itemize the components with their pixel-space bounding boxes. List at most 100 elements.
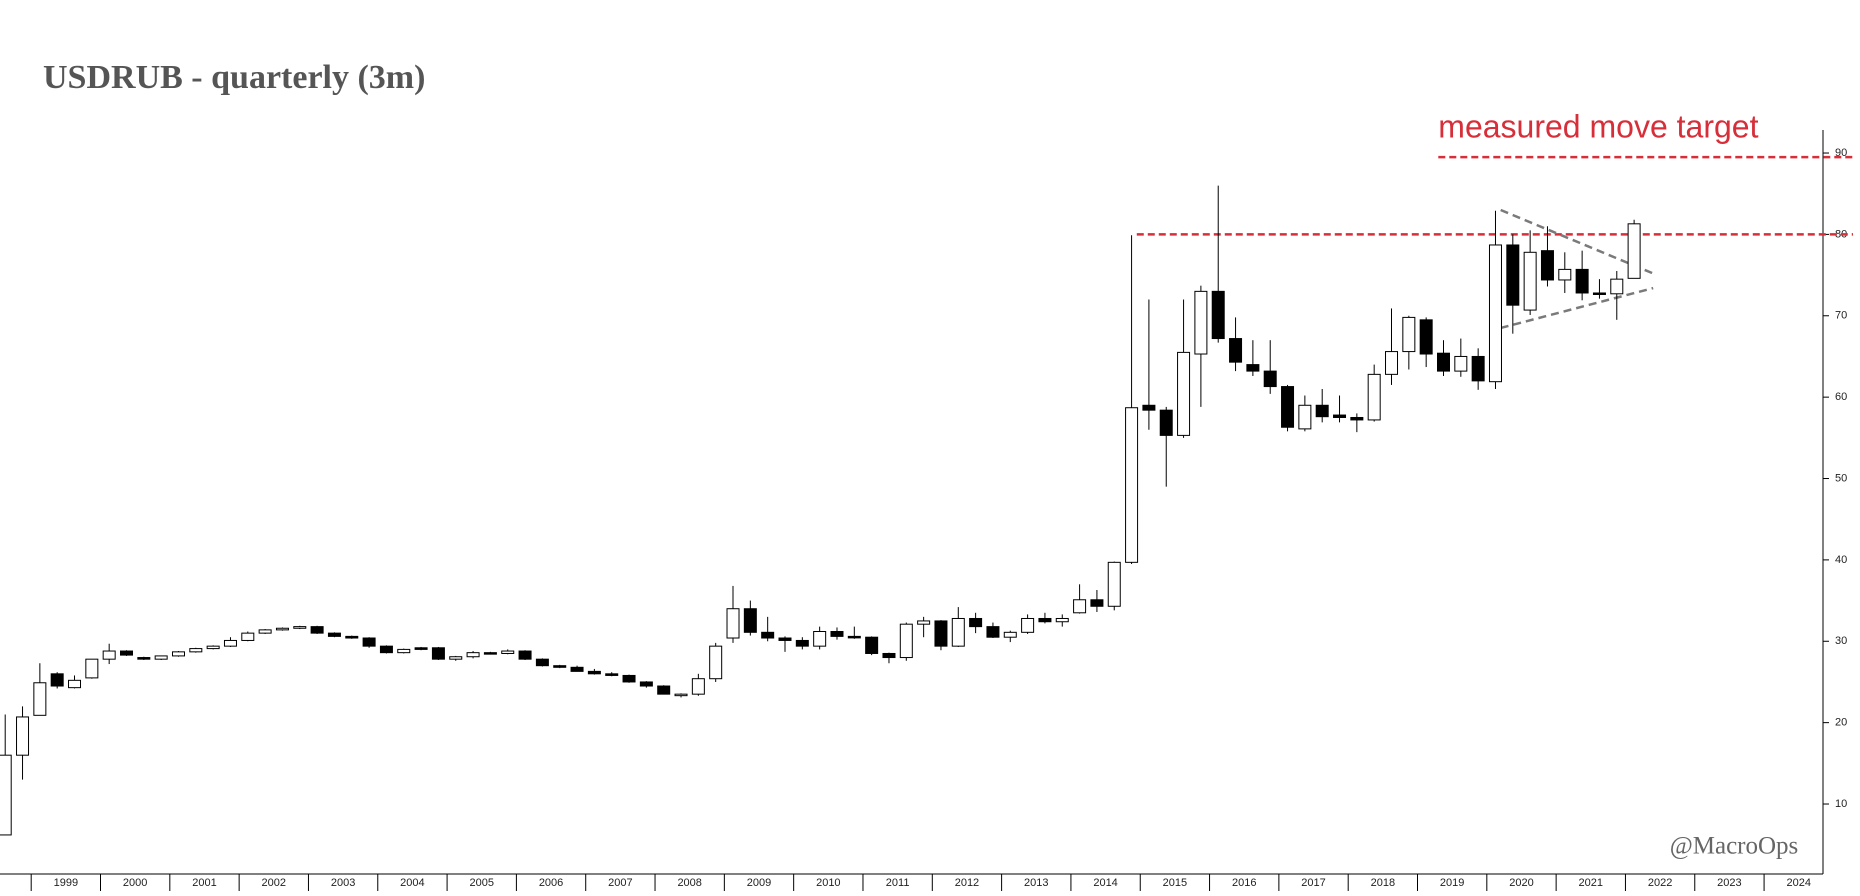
candle-body: [327, 632, 341, 637]
x-tick-label: 2002: [262, 877, 286, 889]
x-tick-label: 2024: [1786, 877, 1810, 889]
candle-body: [553, 665, 567, 668]
candle-body: [969, 617, 983, 628]
candle-body: [986, 626, 1000, 638]
candle-body: [16, 716, 30, 756]
candle-body: [50, 673, 64, 687]
trend-line: [1500, 286, 1654, 330]
x-tick-label: 2012: [955, 877, 979, 889]
x-tick-label: 2017: [1301, 877, 1325, 889]
candle-body: [68, 679, 82, 689]
candle-body: [743, 608, 757, 633]
candle-body: [1558, 268, 1572, 281]
y-tick-label: 70: [1835, 310, 1847, 322]
candle-body: [535, 658, 549, 667]
candle-body: [1506, 244, 1520, 306]
candle-body: [847, 635, 861, 639]
candle-body: [1246, 364, 1260, 372]
candle-body: [1281, 386, 1295, 428]
candle-body: [1627, 223, 1641, 279]
candle-body: [1038, 617, 1052, 623]
candle-body: [830, 631, 844, 637]
x-tick-label: 2003: [331, 877, 355, 889]
candle-body: [1229, 338, 1243, 363]
x-tick-label: 2007: [608, 877, 632, 889]
candle-body: [1350, 416, 1364, 421]
candle-body: [1333, 414, 1347, 418]
candle-body: [917, 620, 931, 625]
x-tick-label: 2011: [886, 877, 910, 889]
candle-body: [1003, 631, 1017, 638]
candle-body: [899, 623, 913, 659]
candle-body: [501, 650, 515, 654]
candle-body: [414, 647, 428, 650]
candle-body: [1142, 404, 1156, 411]
candle-body: [1367, 373, 1381, 421]
candle-body: [795, 639, 809, 647]
candle-body: [951, 617, 965, 647]
candle-body: [85, 658, 99, 679]
candle-body: [1575, 268, 1589, 294]
x-tick-label: 2014: [1093, 877, 1117, 889]
candle-body: [605, 673, 619, 676]
candle-body: [709, 645, 723, 680]
x-tick-label: 2023: [1717, 877, 1741, 889]
x-tick-label: 2005: [470, 877, 494, 889]
candle-body: [691, 678, 705, 695]
x-tick-label: 2013: [1024, 877, 1048, 889]
candle-body: [102, 650, 116, 660]
x-tick-label: 2004: [400, 877, 424, 889]
x-tick-label: 2008: [677, 877, 701, 889]
y-tick-label: 60: [1835, 391, 1847, 403]
candle-body: [449, 656, 463, 660]
candle-body: [1488, 244, 1502, 383]
x-tick-label: 2015: [1163, 877, 1187, 889]
watermark: @MacroOps: [1670, 833, 1799, 860]
candle-body: [1436, 352, 1450, 372]
candle-body: [397, 648, 411, 654]
candle-body: [1298, 404, 1312, 430]
candle-body: [778, 637, 792, 641]
candle-body: [587, 670, 601, 675]
y-tick-label: 30: [1835, 635, 1847, 647]
x-tick-label: 2010: [816, 877, 840, 889]
candle-body: [154, 655, 168, 660]
candle-body: [293, 626, 307, 629]
candle-body: [1090, 599, 1104, 607]
candle-body: [1419, 319, 1433, 355]
y-tick-label: 10: [1835, 798, 1847, 810]
y-tick-label: 40: [1835, 554, 1847, 566]
y-tick-label: 50: [1835, 472, 1847, 484]
candle-body: [1385, 351, 1399, 375]
candle-body: [171, 651, 185, 657]
candle-body: [466, 652, 480, 658]
x-tick-label: 2021: [1579, 877, 1603, 889]
candle-body: [1194, 290, 1208, 355]
candle-body: [865, 636, 879, 654]
candle-body: [223, 639, 237, 647]
x-tick-label: 2018: [1371, 877, 1395, 889]
reference-label: measured move target: [1438, 109, 1758, 145]
candle-body: [0, 754, 12, 836]
candle-body: [1540, 250, 1554, 281]
candle-body: [1073, 599, 1087, 614]
candle-body: [882, 652, 896, 659]
candle-body: [275, 627, 289, 631]
candle-body: [241, 632, 255, 641]
candle-body: [137, 657, 151, 660]
candle-body: [1021, 617, 1035, 633]
candle-body: [33, 682, 47, 716]
candle-body: [518, 650, 532, 660]
x-tick-label: 1999: [54, 877, 78, 889]
candle-body: [761, 631, 775, 639]
candle-body: [1454, 355, 1468, 372]
candle-body: [258, 629, 272, 634]
x-tick-label: 2009: [747, 877, 771, 889]
candle-body: [813, 631, 827, 647]
candle-body: [189, 648, 203, 653]
candle-body: [1263, 370, 1277, 388]
candle-body: [362, 637, 376, 647]
candle-body: [934, 620, 948, 647]
